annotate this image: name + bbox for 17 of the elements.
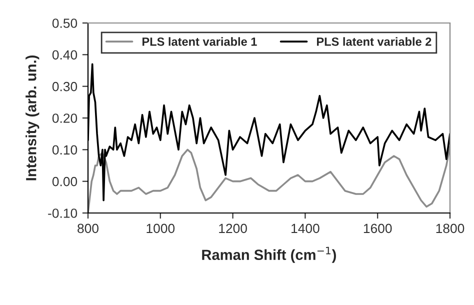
y-tick-label: 0.20 <box>52 114 78 123</box>
y-tick-label: 0.30 <box>52 82 78 92</box>
x-tick-label: 1600 <box>364 224 392 234</box>
y-tick-label: 0.10 <box>52 145 78 155</box>
x-tick-label: 1000 <box>146 224 175 234</box>
y-tick-label: 0.00 <box>52 176 78 186</box>
y-axis-title: Intensity (arb. un.) <box>26 56 40 180</box>
legend-label: PLS latent variable 2 <box>317 37 432 46</box>
x-axis-title: Raman Shift (cm$^{−1}$) <box>202 246 336 263</box>
x-tick-label: 1800 <box>436 224 464 234</box>
y-tick-label: -0.10 <box>48 208 78 218</box>
y-tick-label: 0.40 <box>52 50 78 60</box>
y-tick-label: 0.50 <box>52 18 78 28</box>
x-tick-label: 800 <box>78 224 98 234</box>
x-tick-label: 1400 <box>292 224 320 234</box>
x-tick-label: 1200 <box>219 224 247 234</box>
legend-label: PLS latent variable 1 <box>142 37 257 46</box>
